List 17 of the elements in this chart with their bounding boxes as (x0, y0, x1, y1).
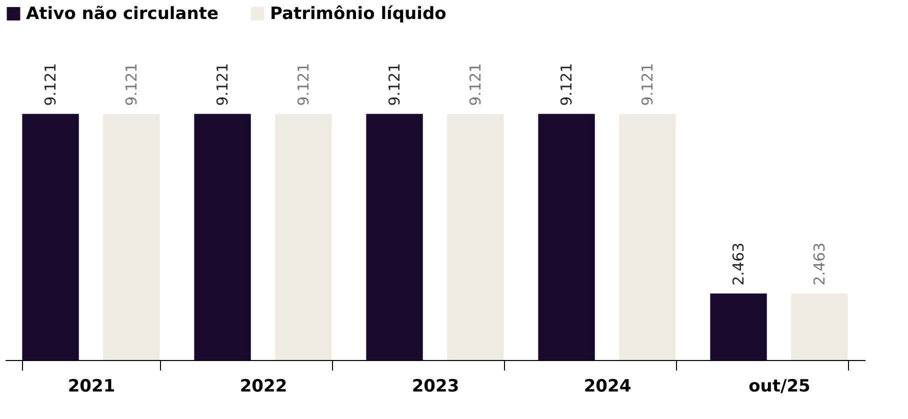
data-label: 2.463 (810, 242, 828, 286)
data-label: 9.121 (122, 62, 140, 106)
legend-label: Ativo não circulante (26, 4, 218, 24)
data-label: 9.121 (42, 62, 60, 106)
data-label: 9.121 (638, 62, 656, 106)
data-label: 9.121 (294, 62, 312, 106)
data-label: 9.121 (214, 62, 232, 106)
x-tick-label: 2021 (68, 376, 116, 396)
data-label: 9.121 (386, 62, 404, 106)
x-tick-label: out/25 (748, 376, 810, 396)
legend-label: Patrimônio líquido (270, 4, 446, 24)
x-tick-label: 2023 (412, 376, 460, 396)
x-tick-label: 2022 (240, 376, 288, 396)
data-label: 9.121 (466, 62, 484, 106)
data-label: 9.121 (558, 62, 576, 106)
data-label: 2.463 (730, 242, 748, 286)
x-tick-label: 2024 (584, 376, 632, 396)
